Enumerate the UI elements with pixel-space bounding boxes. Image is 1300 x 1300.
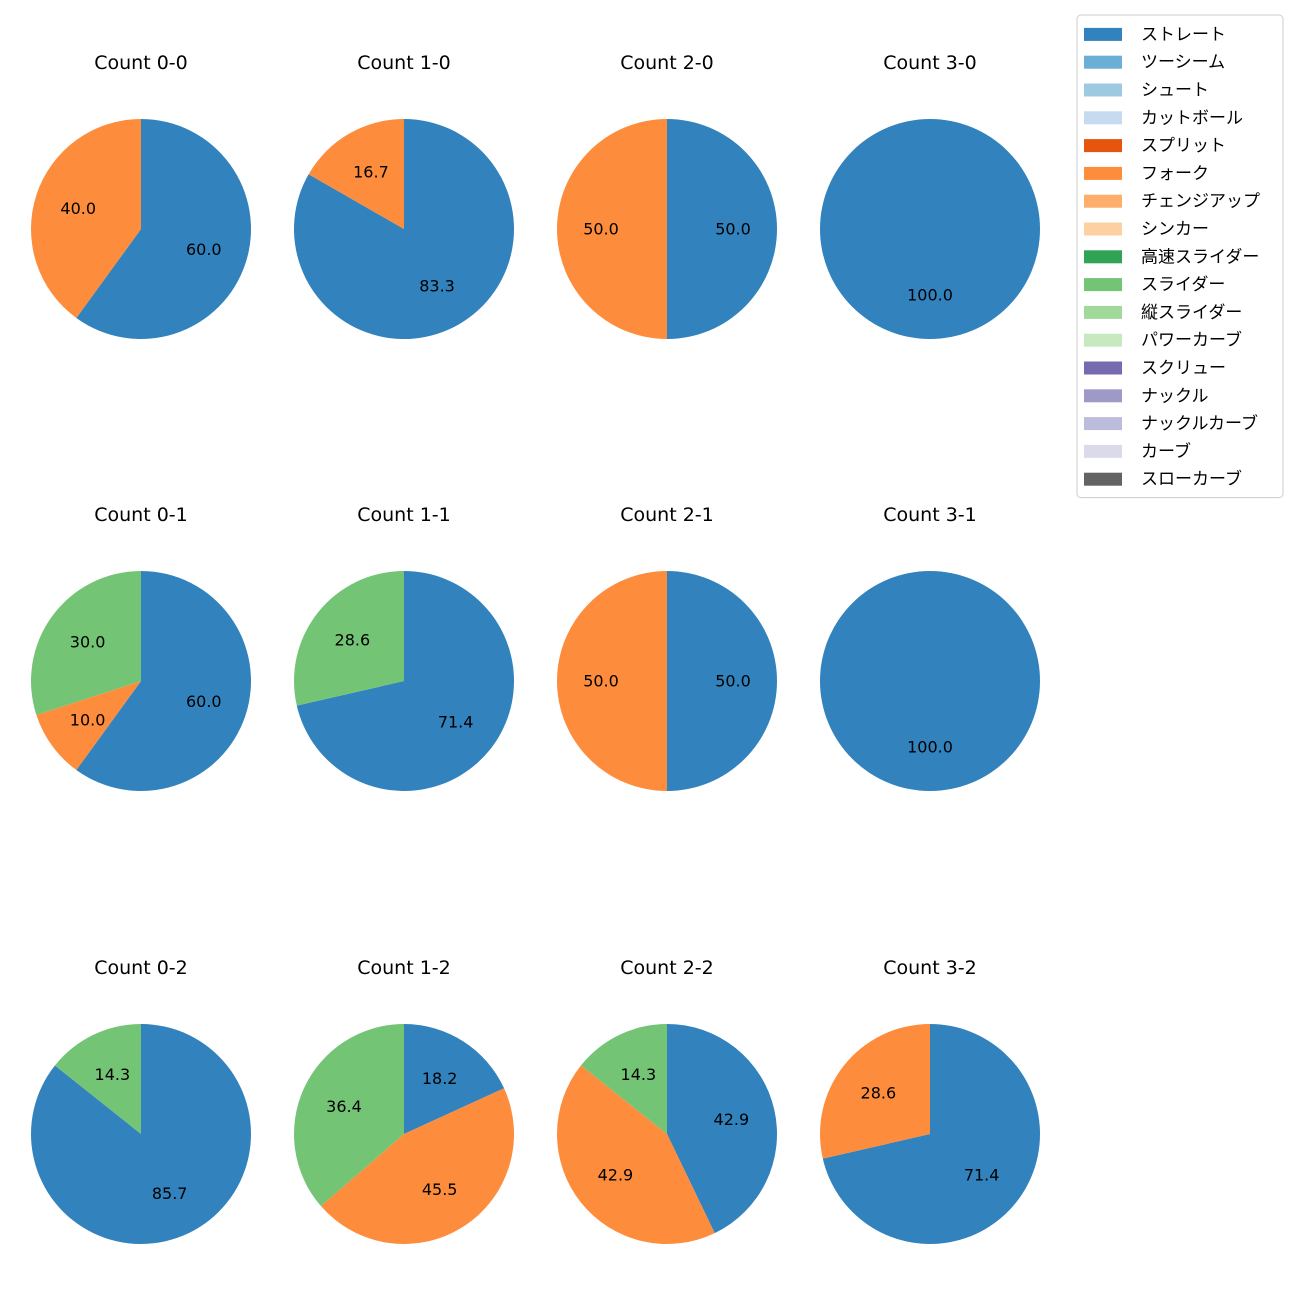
legend-label: パワーカーブ — [1141, 330, 1242, 351]
pie-count-2-2: Count 2-2 42.9 42.9 14.3 — [557, 957, 777, 1244]
pie-count-3-0: Count 3-0 100.0 — [820, 52, 1040, 339]
pie-title: Count 2-1 — [620, 504, 714, 526]
legend-swatch — [1084, 362, 1122, 375]
pie-count-2-0: Count 2-0 50.0 50.0 — [557, 52, 777, 339]
legend-label: ストレート — [1141, 25, 1226, 45]
legend-label: スクリュー — [1141, 359, 1226, 379]
legend-swatch — [1084, 223, 1122, 236]
legend-label: シンカー — [1141, 220, 1209, 240]
pie-count-0-0: Count 0-0 60.0 40.0 — [31, 52, 251, 339]
pie-slice-label: 42.9 — [598, 1166, 634, 1185]
pie-slice-label: 60.0 — [186, 240, 222, 259]
legend-label: チェンジアップ — [1141, 192, 1260, 212]
pie-slice-label: 42.9 — [714, 1110, 750, 1129]
pie-count-1-1: Count 1-1 71.4 28.6 — [294, 504, 514, 791]
pie-slice-label: 100.0 — [907, 738, 953, 757]
legend-swatch — [1084, 334, 1122, 347]
pie-title: Count 1-2 — [357, 957, 451, 979]
pie-count-3-1: Count 3-1 100.0 — [820, 504, 1040, 791]
pie-title: Count 3-1 — [883, 504, 977, 526]
legend-swatch — [1084, 84, 1122, 97]
pie-slice-label: 45.5 — [422, 1180, 458, 1199]
pie-slice-label: 71.4 — [438, 713, 474, 732]
legend-label: カットボール — [1141, 108, 1243, 128]
legend-label: スライダー — [1141, 275, 1225, 295]
pie-slice-label: 60.0 — [186, 692, 222, 711]
pie-slice-label: 50.0 — [583, 220, 619, 239]
pie-slice-label: 10.0 — [70, 710, 106, 729]
pie-title: Count 0-1 — [94, 504, 188, 526]
pie-slice-label: 83.3 — [419, 277, 455, 296]
pie-slice — [820, 571, 1040, 791]
pie-title: Count 0-0 — [94, 52, 188, 74]
legend-label: ナックルカーブ — [1141, 413, 1258, 434]
pie-count-2-1: Count 2-1 50.0 50.0 — [557, 504, 777, 791]
legend-swatch — [1084, 445, 1122, 458]
pie-title: Count 1-1 — [357, 504, 451, 526]
legend-swatch — [1084, 417, 1122, 430]
legend-label: スプリット — [1141, 136, 1226, 156]
pie-slice-label: 28.6 — [335, 630, 371, 649]
pie-slice-label: 85.7 — [152, 1184, 188, 1203]
legend-label: 縦スライダー — [1141, 303, 1242, 323]
legend-label: カーブ — [1141, 441, 1191, 462]
pie-slice-label: 30.0 — [70, 633, 106, 652]
pie-slice-label: 40.0 — [60, 199, 96, 218]
legend-swatch — [1084, 250, 1122, 263]
pie-slice-label: 50.0 — [715, 672, 751, 691]
legend-swatch — [1084, 473, 1122, 486]
pie-count-1-0: Count 1-0 83.3 16.7 — [294, 52, 514, 339]
pie-slice-label: 28.6 — [861, 1083, 897, 1102]
legend-swatch — [1084, 389, 1122, 402]
pie-title: Count 3-0 — [883, 52, 977, 74]
pie-count-3-2: Count 3-2 71.4 28.6 — [820, 957, 1040, 1244]
legend-swatch — [1084, 195, 1122, 208]
pie-chart-grid: Count 0-060.040.0Count 1-083.316.7Count … — [0, 0, 1300, 1300]
legend-label: ツーシーム — [1141, 53, 1225, 73]
legend-label: ナックル — [1141, 386, 1209, 406]
pie-slice-label: 36.4 — [326, 1097, 362, 1116]
pie-count-1-2: Count 1-2 18.2 45.5 36.4 — [294, 957, 514, 1244]
legend-swatch — [1084, 278, 1122, 291]
legend-label: フォーク — [1141, 164, 1209, 184]
pie-slice — [820, 119, 1040, 339]
legend-swatch — [1084, 28, 1122, 41]
legend: ストレートツーシームシュートカットボールスプリットフォークチェンジアップシンカー… — [1077, 15, 1283, 498]
pie-title: Count 3-2 — [883, 957, 977, 979]
pie-slice-label: 14.3 — [95, 1065, 131, 1084]
pie-slice-label: 100.0 — [907, 286, 953, 305]
legend-label: スローカーブ — [1141, 469, 1242, 490]
legend-label: 高速スライダー — [1141, 247, 1259, 267]
legend-swatch — [1084, 306, 1122, 319]
pie-title: Count 2-0 — [620, 52, 714, 74]
pie-title: Count 2-2 — [620, 957, 714, 979]
pie-slice-label: 50.0 — [715, 220, 751, 239]
legend-swatch — [1084, 111, 1122, 124]
pie-slice-label: 14.3 — [621, 1065, 657, 1084]
legend-swatch — [1084, 139, 1122, 152]
legend-swatch — [1084, 167, 1122, 180]
pie-slice-label: 16.7 — [353, 162, 389, 181]
pie-slice-label: 18.2 — [422, 1069, 458, 1088]
pie-slice-label: 71.4 — [964, 1166, 1000, 1185]
pie-title: Count 1-0 — [357, 52, 451, 74]
pie-title: Count 0-2 — [94, 957, 188, 979]
pie-slice-label: 50.0 — [583, 672, 619, 691]
pie-count-0-1: Count 0-1 60.0 10.0 30.0 — [31, 504, 251, 791]
pie-count-0-2: Count 0-2 85.7 14.3 — [31, 957, 251, 1244]
legend-swatch — [1084, 56, 1122, 69]
legend-label: シュート — [1141, 81, 1209, 101]
